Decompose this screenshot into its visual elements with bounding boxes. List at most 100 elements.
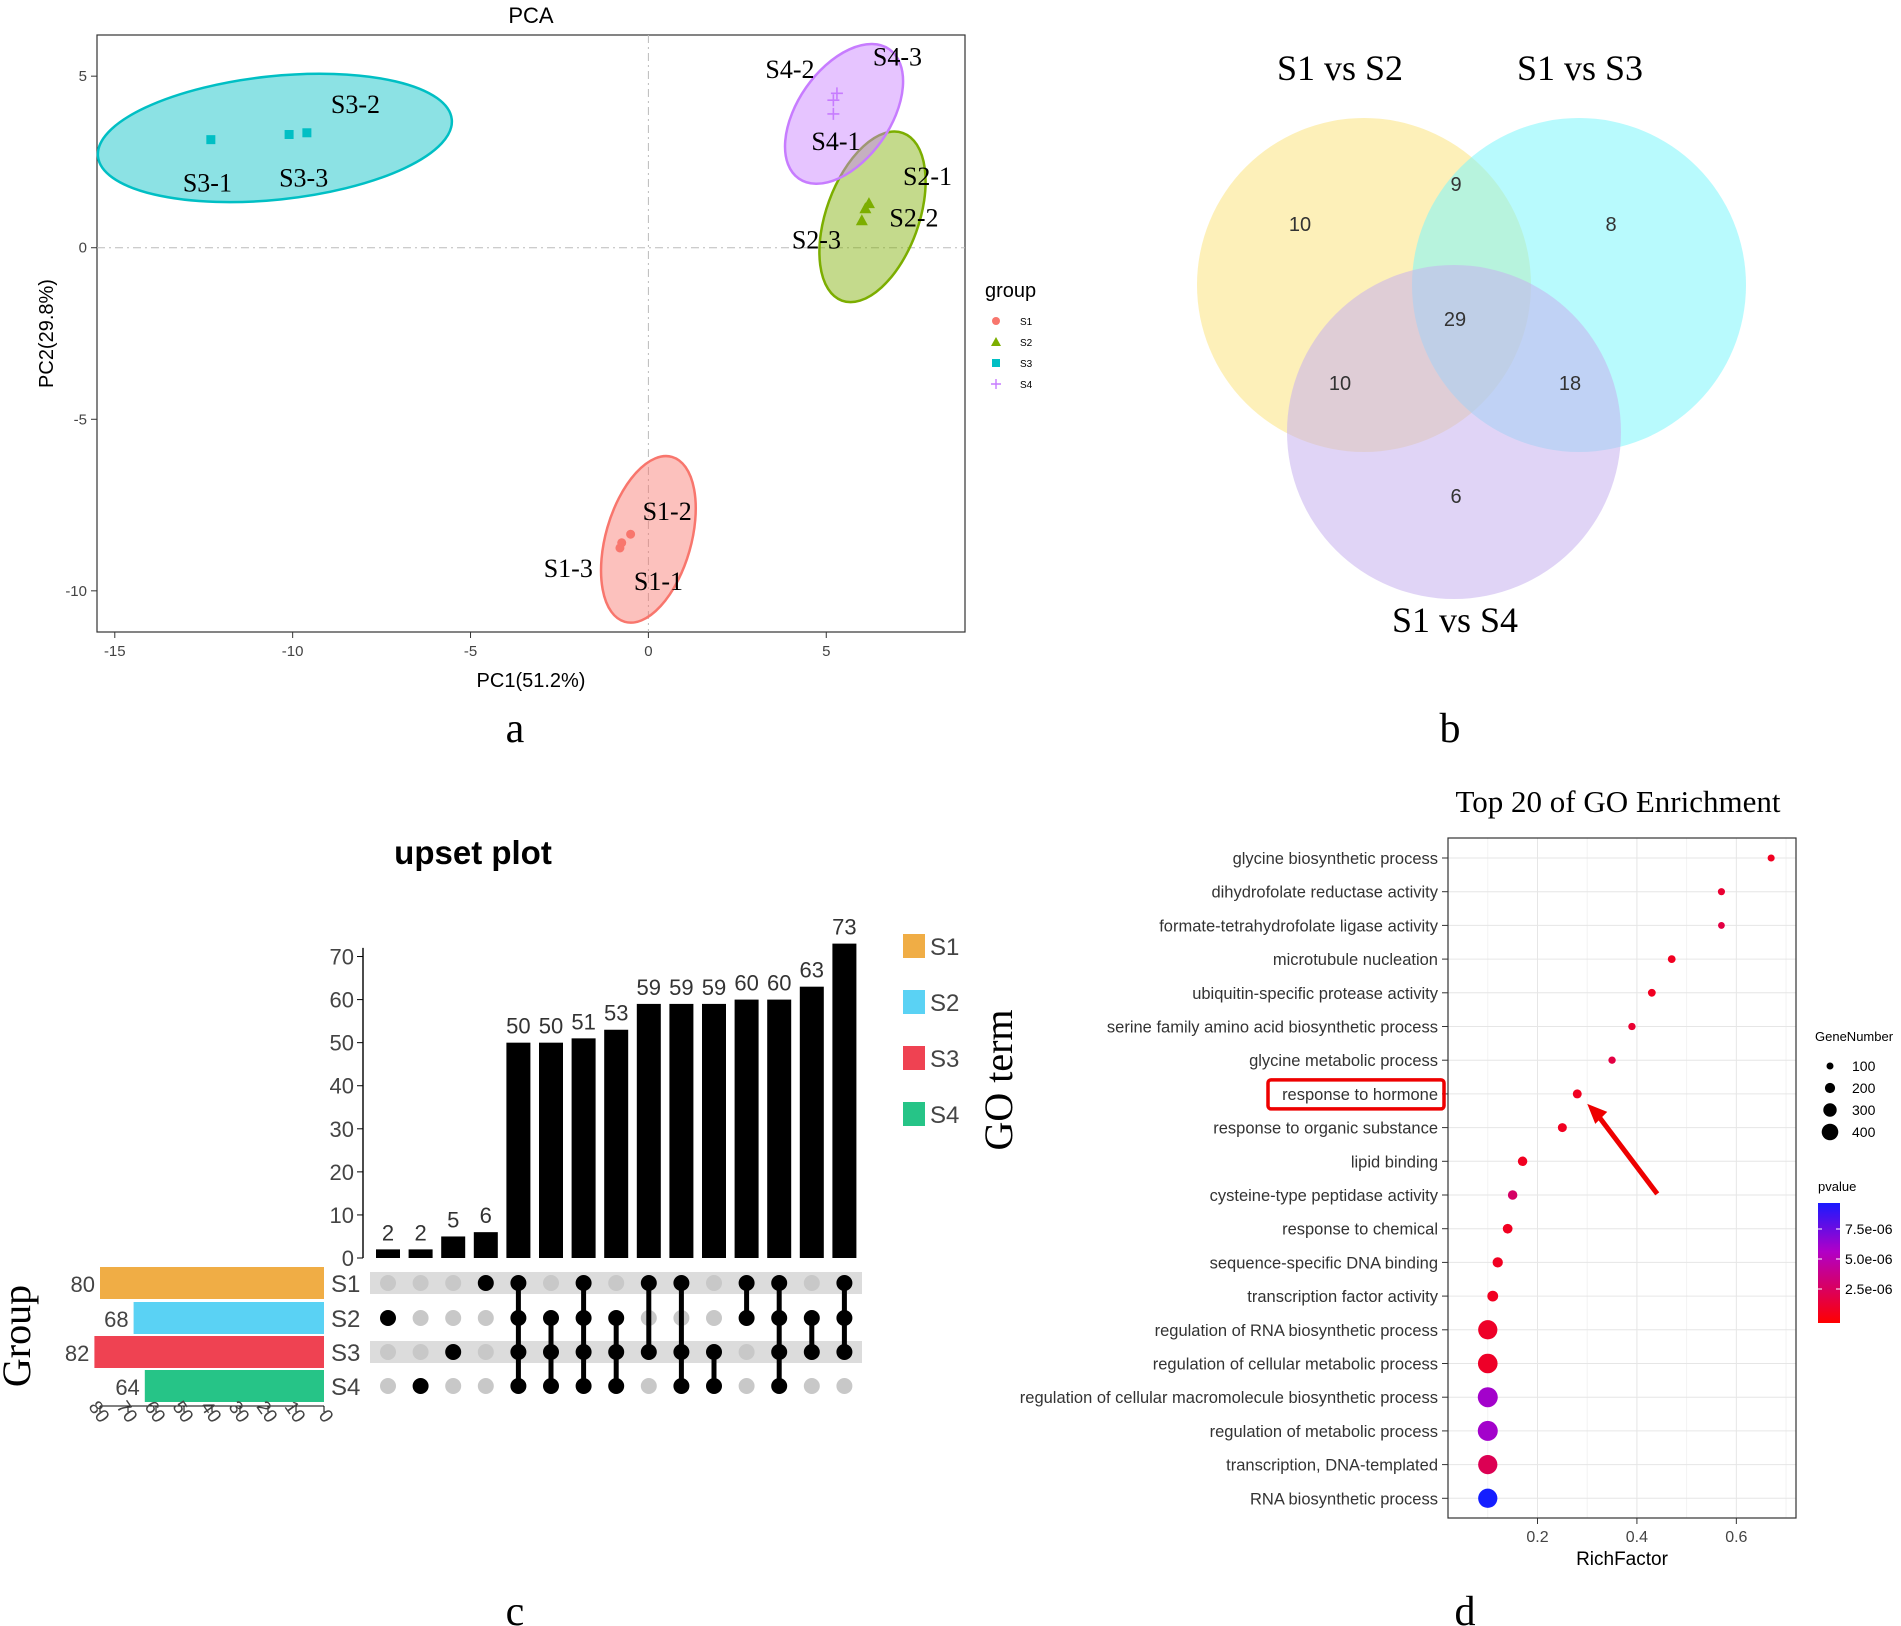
upset-matrix-dot-inactive <box>706 1275 722 1291</box>
upset-intersection-bar <box>571 1038 596 1258</box>
go-size-legend-dot <box>1821 1123 1839 1141</box>
go-size-legend-title: GeneNumber <box>1815 1029 1894 1044</box>
upset-y-tick-label: 40 <box>330 1074 354 1099</box>
pca-point-label: S3-1 <box>183 169 232 198</box>
pca-x-tick-label: -5 <box>464 643 477 660</box>
legend-swatch-s4 <box>991 379 1001 389</box>
go-term-label: sequence-specific DNA binding <box>1210 1254 1438 1272</box>
go-size-legend-label: 200 <box>1852 1080 1876 1096</box>
upset-bar-label: 50 <box>506 1014 530 1039</box>
legend-label-s1: S1 <box>1020 317 1033 328</box>
upset-bar-label: 51 <box>571 1009 595 1034</box>
go-x-tick-label: 0.2 <box>1526 1529 1548 1546</box>
venn-region-count: 9 <box>1450 174 1461 196</box>
pca-point <box>855 214 868 226</box>
go-color-legend-label: 7.5e-06 <box>1845 1221 1893 1237</box>
upset-matrix-dot-inactive <box>738 1378 755 1394</box>
upset-intersection-bar <box>734 999 759 1258</box>
pca-point <box>617 538 627 548</box>
pca-point-label: S3-2 <box>331 90 380 119</box>
legend-label-s4: S4 <box>1020 380 1033 391</box>
go-bubble <box>1647 988 1656 997</box>
go-bubble <box>1478 1320 1498 1340</box>
pca-point <box>626 529 636 539</box>
go-highlight-box <box>1266 1078 1446 1111</box>
upset-matrix-dot-inactive <box>803 1378 820 1394</box>
go-enrichment-panel: Top 20 of GO Enrichment glycine biosynthe… <box>976 784 1894 1570</box>
upset-set-size-label: 64 <box>115 1375 139 1400</box>
go-term-label: dihydrofolate reductase activity <box>1211 884 1438 902</box>
upset-intersection-bar <box>441 1236 466 1258</box>
venn-circle-3 <box>1287 265 1621 599</box>
upset-group-axis-label: Group <box>0 1285 39 1387</box>
legend-swatch-s3 <box>992 359 1000 367</box>
go-color-legend-label: 5.0e-06 <box>1845 1251 1893 1267</box>
upset-set-size-label: 80 <box>71 1272 95 1297</box>
go-size-legend-label: 400 <box>1852 1124 1876 1140</box>
go-bubble <box>1628 1022 1636 1031</box>
upset-intersection-bar <box>669 1003 694 1258</box>
upset-set-size-bar <box>100 1267 324 1299</box>
go-x-tick-label: 0.6 <box>1725 1529 1747 1546</box>
go-color-legend-title: pvalue <box>1818 1179 1856 1194</box>
go-bubble <box>1608 1056 1616 1064</box>
upset-bar-label: 5 <box>447 1207 459 1232</box>
go-bubble <box>1487 1290 1499 1302</box>
upset-matrix-dot-inactive <box>543 1275 559 1291</box>
go-size-legend-dot <box>1824 1082 1836 1094</box>
pca-x-axis-label: PC1(51.2%) <box>477 670 586 692</box>
go-bubble <box>1478 1454 1498 1475</box>
pca-ellipse-s3 <box>96 72 454 204</box>
pca-point-label: S1-3 <box>544 554 593 583</box>
upset-set-size-bar <box>94 1336 325 1368</box>
pca-point <box>284 130 294 139</box>
upset-set-size-bar <box>133 1302 324 1334</box>
upset-bar-label: 59 <box>669 975 693 1000</box>
go-term-label: microtubule nucleation <box>1273 951 1438 969</box>
go-bubble <box>1572 1089 1582 1099</box>
pca-panel: -15 -10 -5 0 5 -10 -5 0 5 PCA PC1(51.2%) PC2(29.8%)… <box>36 3 1036 692</box>
pca-point-label: S4-3 <box>873 42 922 71</box>
go-bubble <box>1517 1156 1528 1167</box>
upset-set-size-tick-label: 70 <box>112 1398 141 1427</box>
upset-matrix-dot-inactive <box>412 1275 429 1291</box>
go-bubble <box>1507 1190 1518 1200</box>
upset-matrix-dot-inactive <box>445 1378 462 1394</box>
upset-legend-swatch <box>903 990 925 1014</box>
pca-legend-title: group <box>985 280 1036 302</box>
legend-swatch-s1 <box>992 317 1000 325</box>
upset-matrix-dot-inactive <box>803 1275 820 1291</box>
upset-title: upset plot <box>394 834 552 871</box>
upset-matrix-dot-active <box>477 1275 494 1291</box>
upset-bar-label: 6 <box>480 1203 492 1228</box>
go-size-legend-dot <box>1823 1103 1837 1117</box>
panel-label-b: b <box>1440 706 1461 752</box>
go-term-label: regulation of metabolic process <box>1210 1423 1438 1441</box>
panel-label-a: a <box>506 706 525 752</box>
go-bubble <box>1667 955 1676 964</box>
panel-label-d: d <box>1455 1589 1476 1626</box>
go-bubble <box>1502 1223 1513 1234</box>
upset-legend-swatch <box>903 1046 925 1070</box>
upset-y-tick-label: 50 <box>330 1031 354 1056</box>
go-title: Top 20 of GO Enrichment <box>1456 784 1781 819</box>
upset-matrix-dot-inactive <box>412 1344 429 1360</box>
upset-legend-swatch <box>903 1102 925 1126</box>
pca-point <box>859 202 872 214</box>
go-term-label: glycine metabolic process <box>1249 1052 1438 1070</box>
upset-y-tick-label: 10 <box>330 1203 354 1228</box>
upset-bar-label: 2 <box>414 1220 426 1245</box>
go-term-label: serine family amino acid biosynthetic pr… <box>1107 1019 1438 1037</box>
upset-legend-swatch <box>903 934 925 958</box>
upset-intersection-bar <box>473 1232 498 1258</box>
go-highlight-arrow-head <box>1587 1103 1608 1124</box>
upset-intersection-bar <box>702 1003 726 1258</box>
pca-ellipse-s1 <box>599 454 698 624</box>
upset-intersection-bar <box>408 1249 433 1258</box>
venn-panel: S1 vs S2 S1 vs S3 S1 vs S4 10 9 8 29 10 18 6 <box>1197 48 1746 640</box>
venn-set-label: S1 vs S2 <box>1277 48 1403 88</box>
go-term-label: cysteine-type peptidase activity <box>1210 1187 1439 1205</box>
upset-set-size-bar <box>144 1370 324 1402</box>
go-color-legend-bar <box>1818 1203 1840 1323</box>
